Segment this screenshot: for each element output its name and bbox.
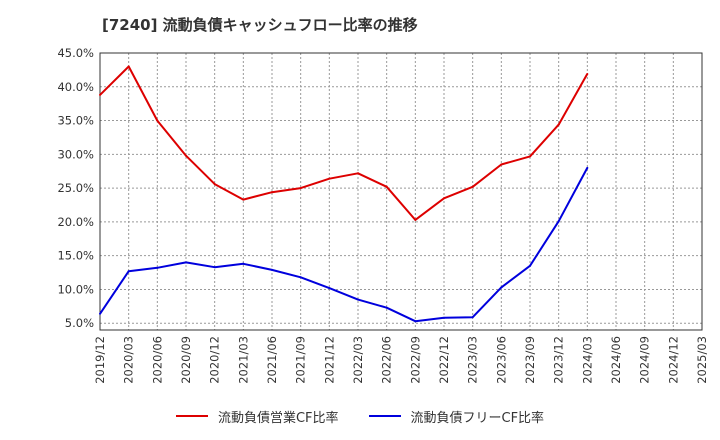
data-point <box>328 287 331 290</box>
data-point <box>414 218 417 221</box>
x-tick-label: 2023/06 <box>494 336 508 384</box>
legend: 流動負債営業CF比率 流動負債フリーCF比率 <box>0 404 720 428</box>
data-point <box>271 191 273 194</box>
data-point <box>471 316 474 319</box>
axes: 5.0% 10.0% 15.0% 20.0% 25.0% 30.0% 35.0% 40.0% 4… <box>57 46 709 384</box>
series-line-1 <box>99 167 589 323</box>
y-tick-label: 25.0% <box>57 181 94 195</box>
data-point <box>529 155 531 158</box>
data-point <box>185 154 187 157</box>
data-point <box>385 185 388 188</box>
x-tick-label: 2024/03 <box>580 336 594 384</box>
x-tick-label: 2023/12 <box>552 336 566 384</box>
data-point <box>271 268 273 271</box>
data-point <box>156 266 159 269</box>
data-point <box>443 316 445 319</box>
data-point <box>242 198 245 201</box>
legend-item-operating-cf: 流動負債営業CF比率 <box>175 407 339 426</box>
data-point <box>557 220 560 223</box>
data-point <box>299 187 302 190</box>
data-point <box>586 166 589 169</box>
data-point <box>242 262 245 265</box>
data-point <box>586 72 589 75</box>
x-tick-label: 2020/03 <box>122 336 136 384</box>
x-tick-label: 2024/12 <box>666 336 680 384</box>
x-tick-label: 2025/03 <box>695 336 709 384</box>
data-point <box>185 261 187 264</box>
y-tick-label: 30.0% <box>57 147 94 161</box>
data-point <box>443 197 445 200</box>
x-tick-label: 2023/03 <box>466 336 480 384</box>
plot-frame <box>99 52 703 331</box>
x-tick-label: 2021/03 <box>236 336 250 384</box>
data-point <box>213 266 216 269</box>
legend-swatch-red <box>175 415 208 417</box>
data-point <box>557 123 560 126</box>
y-tick-label: 15.0% <box>57 249 94 263</box>
y-tick-label: 20.0% <box>57 215 94 229</box>
x-tick-label: 2022/06 <box>380 336 394 384</box>
chart-title: [7240] 流動負債キャッシュフロー比率の推移 <box>102 16 418 34</box>
y-tick-label: 35.0% <box>57 114 94 128</box>
grid-lines <box>99 52 703 330</box>
x-tick-label: 2021/09 <box>294 336 308 384</box>
data-point <box>500 286 503 289</box>
x-tick-label: 2022/03 <box>351 336 365 384</box>
data-point <box>500 163 503 166</box>
data-point <box>471 185 474 188</box>
x-tick-label: 2019/12 <box>93 336 107 384</box>
series-lines <box>99 65 589 323</box>
data-point <box>213 183 216 186</box>
series-line-0 <box>99 65 589 221</box>
y-tick-label: 5.0% <box>65 316 94 330</box>
x-tick-label: 2022/12 <box>437 336 451 384</box>
x-tick-label: 2020/06 <box>150 336 164 384</box>
data-point <box>357 298 359 301</box>
x-tick-label: 2020/12 <box>208 336 222 384</box>
data-point <box>299 276 302 279</box>
y-tick-label: 45.0% <box>57 46 94 60</box>
legend-label-free-cf: 流動負債フリーCF比率 <box>410 410 545 426</box>
x-tick-label: 2021/12 <box>322 336 336 384</box>
data-point <box>357 172 359 175</box>
data-point <box>385 306 388 309</box>
x-tick-label: 2020/09 <box>179 336 193 384</box>
legend-swatch-blue <box>368 415 401 417</box>
data-point <box>529 264 531 267</box>
data-point <box>99 93 101 96</box>
legend-item-free-cf: 流動負債フリーCF比率 <box>368 407 545 426</box>
data-point <box>127 65 130 68</box>
data-point <box>414 320 417 323</box>
data-point <box>127 270 130 273</box>
x-tick-label: 2023/09 <box>523 336 537 384</box>
x-tick-label: 2024/06 <box>609 336 623 384</box>
x-tick-label: 2024/09 <box>638 336 652 384</box>
x-tick-label: 2022/09 <box>408 336 422 384</box>
x-tick-label: 2021/06 <box>265 336 279 384</box>
y-tick-label: 40.0% <box>57 80 94 94</box>
data-point <box>156 119 159 122</box>
legend-label-operating-cf: 流動負債営業CF比率 <box>217 410 339 426</box>
y-tick-label: 10.0% <box>57 282 94 296</box>
data-point <box>99 312 101 315</box>
data-point <box>328 177 331 180</box>
